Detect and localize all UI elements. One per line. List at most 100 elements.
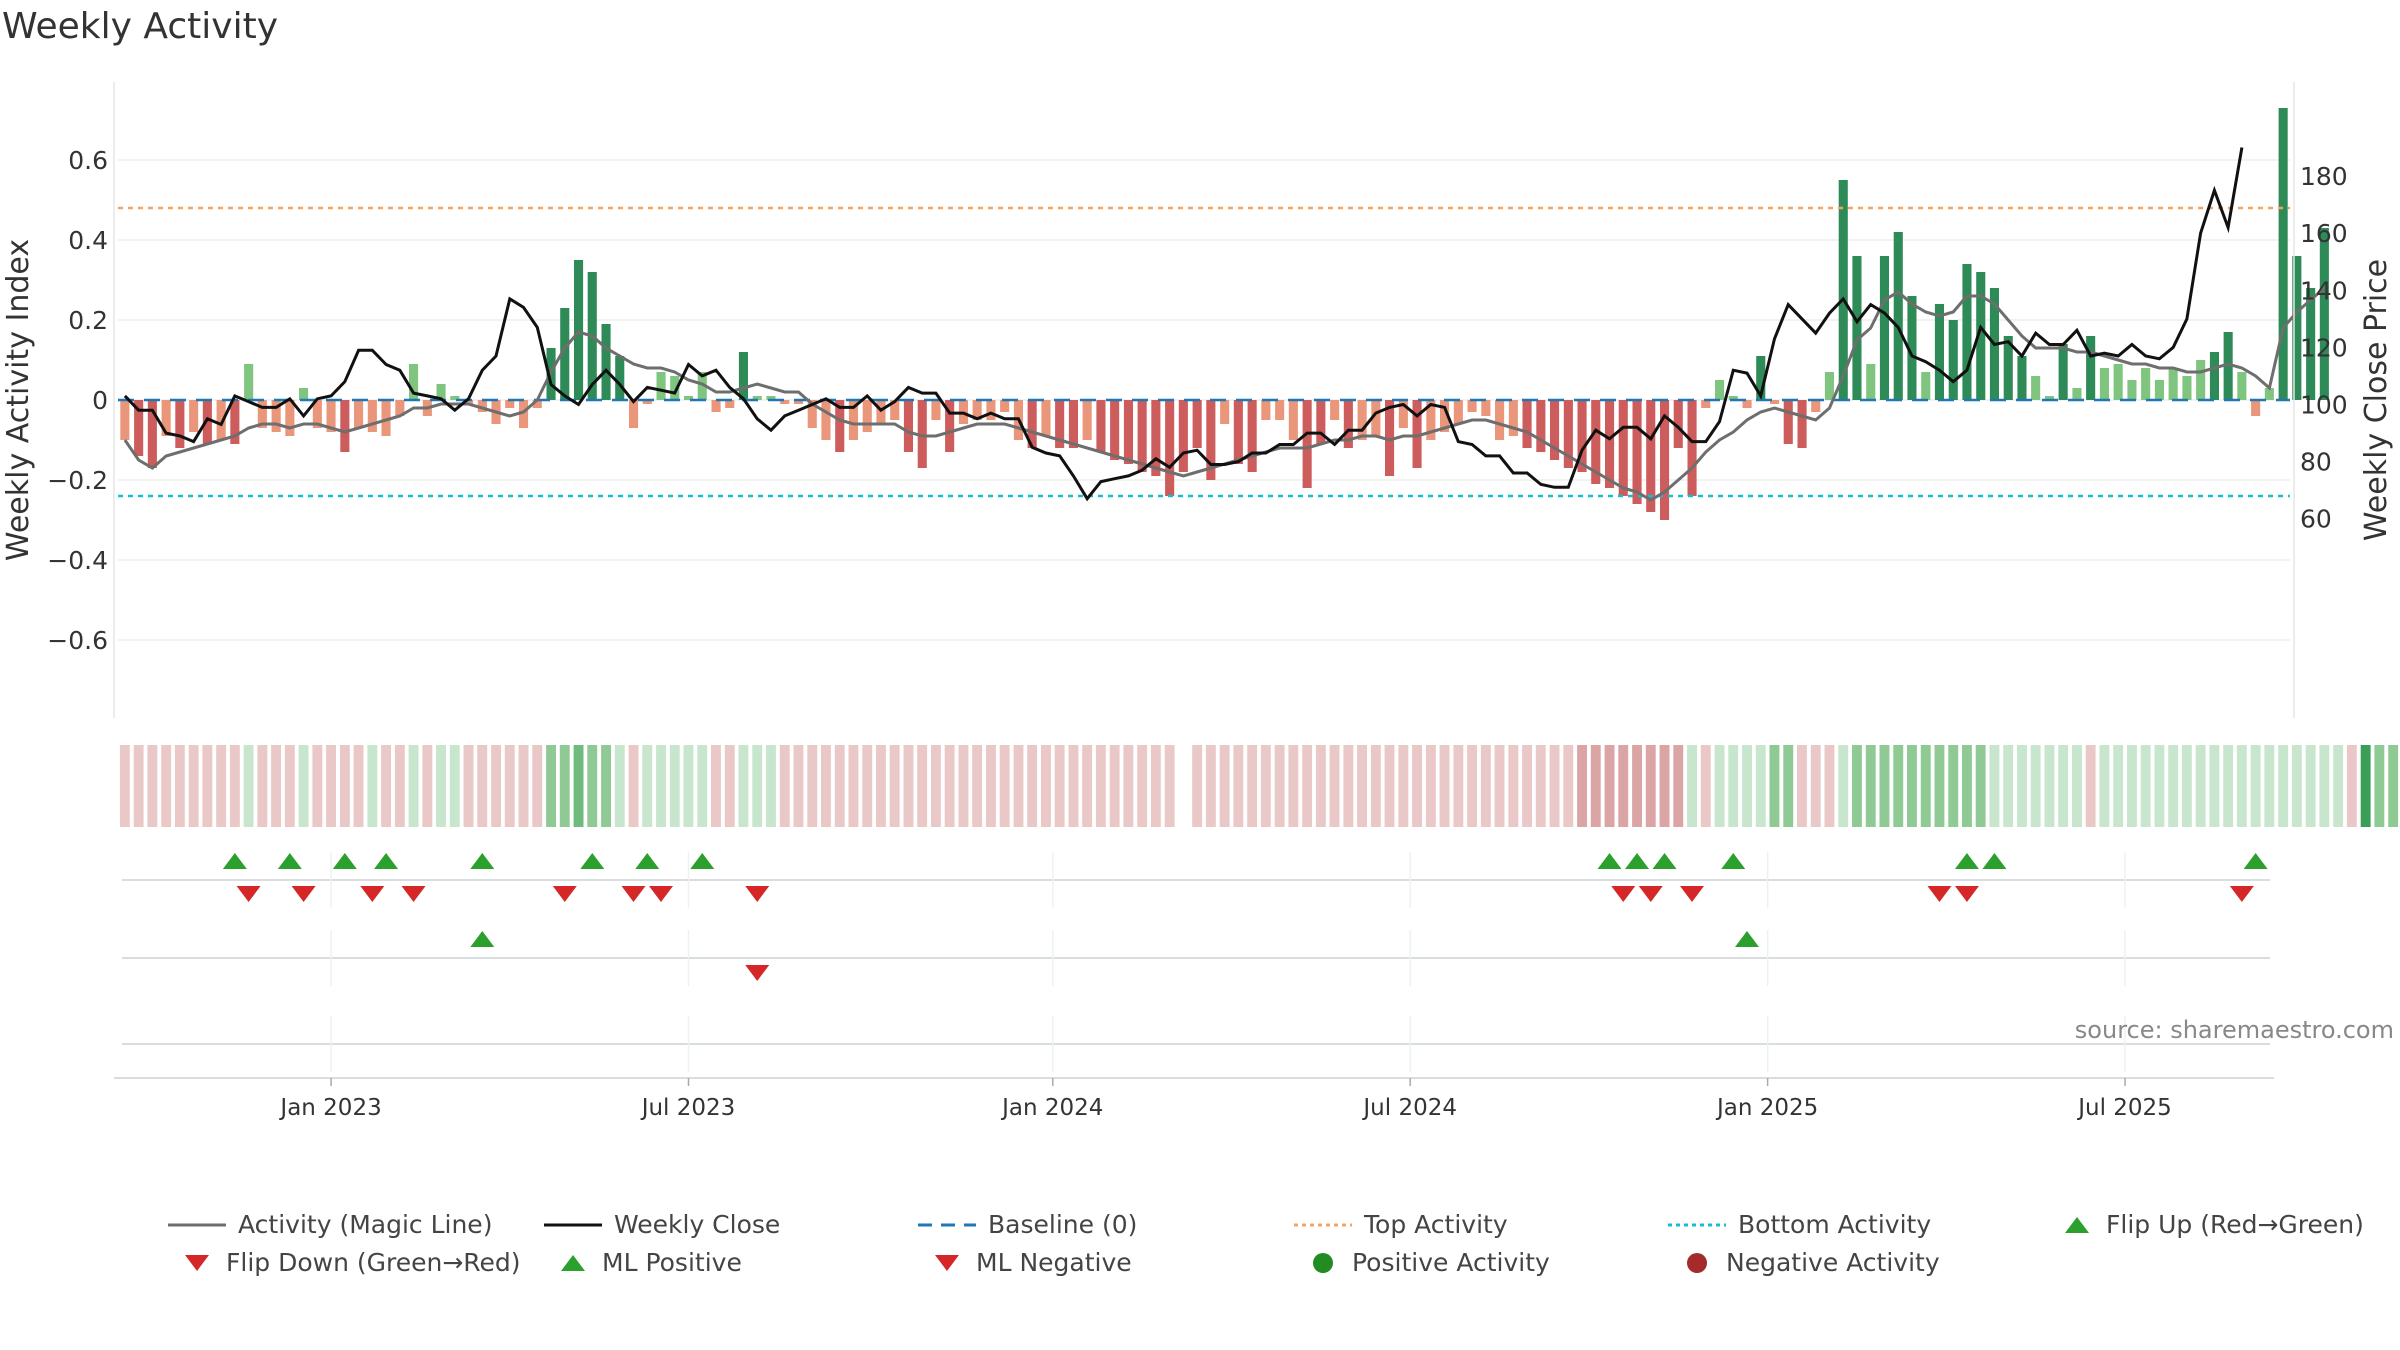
activity-bar: [1591, 400, 1601, 484]
activity-bar: [2127, 380, 2137, 400]
flip-down-marker: [1680, 886, 1705, 902]
strip-cell: [2181, 745, 2192, 827]
activity-bar: [1000, 400, 1010, 412]
activity-bar: [1467, 400, 1477, 412]
legend-item-top-activity: Top Activity: [1294, 1210, 1508, 1239]
legend-item-positive-activity: Positive Activity: [1306, 1248, 1550, 1277]
activity-bar: [1137, 400, 1147, 472]
activity-strip: [119, 745, 2399, 827]
flip-down-marker: [1638, 886, 1663, 902]
strip-cell: [161, 745, 172, 827]
legend-label: Top Activity: [1364, 1210, 1508, 1239]
strip-cell: [1755, 745, 1766, 827]
strip-cell: [2236, 745, 2247, 827]
strip-cell: [1068, 745, 1079, 827]
activity-bar: [1288, 400, 1298, 440]
strip-cell: [284, 745, 295, 827]
activity-bar: [1453, 400, 1463, 424]
activity-bar: [1275, 400, 1285, 420]
legend-label: Flip Down (Green→Red): [226, 1248, 521, 1277]
ml-positive-marker: [1735, 931, 1759, 947]
flip-down-marker: [2229, 886, 2254, 902]
activity-bar: [1233, 400, 1243, 464]
activity-bar: [574, 260, 584, 400]
strip-cell: [848, 745, 859, 827]
left-tick-label: 0.4: [68, 226, 108, 255]
axes: 0.6 0.4 0.2 0 −0.2 −0.4 −0.6 180 160 140 120 100 80 6…: [1, 82, 2394, 718]
strip-cell: [2388, 745, 2399, 827]
strip-cell: [2264, 745, 2275, 827]
activity-bar: [1110, 400, 1120, 460]
strip-cell: [2305, 745, 2316, 827]
activity-bar: [1481, 400, 1491, 416]
right-tick-label: 60: [2300, 505, 2332, 534]
flip-up-marker: [1982, 853, 2007, 869]
activity-bar: [1151, 400, 1161, 476]
strip-cell: [1137, 745, 1148, 827]
strip-cell: [587, 745, 598, 827]
activity-bar: [381, 400, 391, 436]
activity-bar: [1302, 400, 1312, 488]
strip-cell: [972, 745, 983, 827]
activity-bar: [1398, 400, 1408, 428]
activity-bar: [1577, 400, 1587, 472]
activity-bar: [1962, 264, 1972, 400]
strip-cell: [1054, 745, 1065, 827]
strip-cell: [1082, 745, 1093, 827]
activity-bar: [1412, 400, 1422, 468]
activity-bar: [2003, 336, 2013, 400]
strip-cell: [2360, 745, 2371, 827]
strip-cell: [202, 745, 213, 827]
strip-cell: [1178, 745, 1189, 827]
flip-down-marker: [236, 886, 261, 902]
strip-cell: [889, 745, 900, 827]
activity-bar: [202, 400, 212, 444]
activity-bar: [1426, 400, 1436, 440]
strip-cell: [1439, 745, 1450, 827]
activity-bar: [697, 372, 707, 400]
activity-bar: [1838, 180, 1848, 400]
legend-item-baseline: Baseline (0): [918, 1210, 1137, 1239]
activity-bar: [299, 388, 309, 400]
strip-cell: [1302, 745, 1313, 827]
right-tick-label: 180: [2300, 162, 2348, 191]
strip-cell: [257, 745, 268, 827]
strip-cell: [1659, 745, 1670, 827]
right-tick-label: 140: [2300, 276, 2348, 305]
activity-bar: [519, 400, 529, 428]
strip-cell: [1563, 745, 1574, 827]
strip-cell: [999, 745, 1010, 827]
strip-cell: [1618, 745, 1629, 827]
strip-cell: [2113, 745, 2124, 827]
strip-cell: [1288, 745, 1299, 827]
activity-bar: [848, 400, 858, 440]
strip-cell: [986, 745, 996, 827]
activity-bar: [2319, 228, 2329, 400]
strip-cell: [1150, 745, 1161, 827]
flip-down-marker: [401, 886, 426, 902]
activity-bar: [725, 400, 735, 408]
activity-bar: [1742, 400, 1752, 408]
activity-bar: [1550, 400, 1560, 460]
reference-lines: [118, 206, 2290, 498]
strip-cell: [1247, 745, 1258, 827]
strip-cell: [642, 745, 653, 827]
strip-cell: [491, 745, 501, 827]
legend-item-ml-positive: ML Positive: [556, 1248, 742, 1277]
strip-cell: [944, 745, 955, 827]
activity-bar: [2141, 368, 2151, 400]
strip-cell: [862, 745, 873, 827]
activity-bar: [629, 400, 639, 428]
strip-cell: [147, 745, 158, 827]
strip-cell: [752, 745, 763, 827]
activity-bar: [835, 400, 845, 452]
weekly-close-line: [123, 147, 2244, 502]
flip-up-marker: [470, 853, 495, 869]
strip-cell: [1508, 745, 1519, 827]
activity-bar: [285, 400, 295, 436]
activity-bar: [1770, 400, 1780, 404]
flip-up-marker: [580, 853, 605, 869]
activity-bar: [1948, 320, 1958, 400]
right-tick-label: 80: [2300, 448, 2332, 477]
strip-cell: [1838, 745, 1849, 827]
